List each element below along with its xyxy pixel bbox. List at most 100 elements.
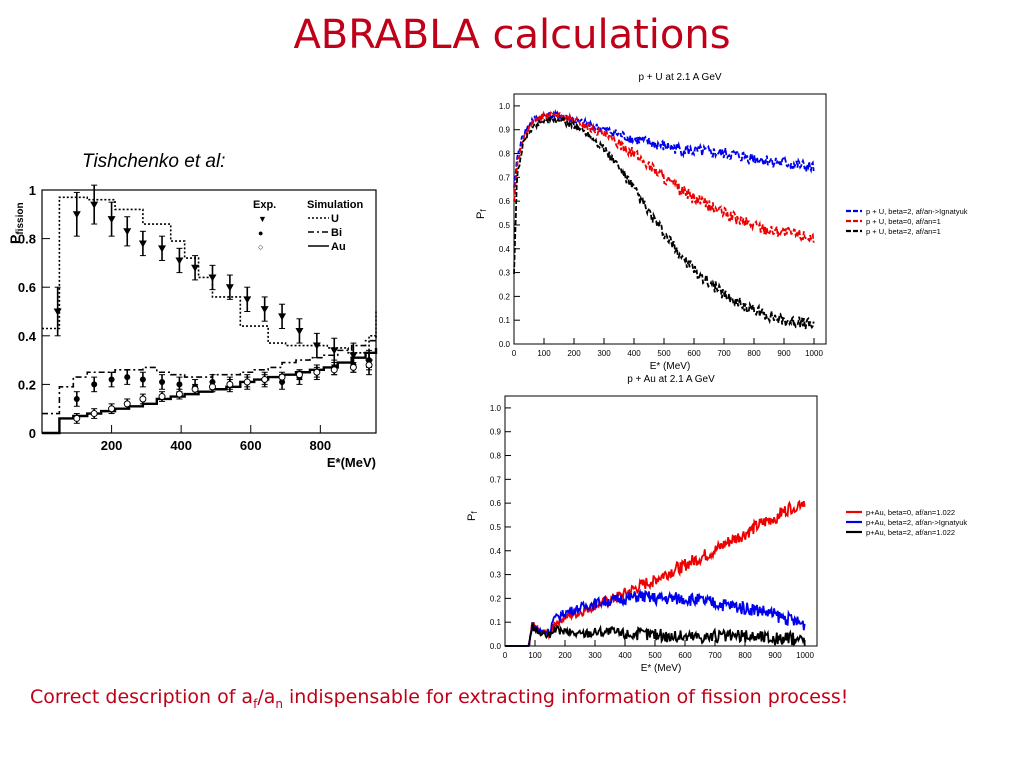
exp-U-point — [225, 284, 234, 292]
exp-Au-point — [123, 400, 131, 408]
legend-marker: ▼ — [258, 214, 267, 224]
x-tick-label: 300 — [597, 349, 611, 358]
y-tick-label: 0.4 — [18, 329, 37, 344]
x-tick-label: 100 — [528, 651, 542, 660]
legend-header-sim: Simulation — [307, 199, 364, 211]
series-line — [505, 624, 806, 647]
exp-Au-point — [330, 366, 338, 374]
x-tick-label: 300 — [588, 651, 602, 660]
y-tick-label: 0.6 — [499, 197, 511, 206]
legend-label: p + U, beta=0, af/an=1 — [866, 217, 941, 226]
footer-pre: Correct description of a — [30, 686, 254, 708]
exp-Au-point — [208, 383, 216, 391]
exp-Au-point — [313, 368, 321, 376]
x-tick-label: 200 — [558, 651, 572, 660]
exp-Au-point — [261, 376, 269, 384]
exp-Au-point — [108, 405, 116, 413]
exp-U-point — [312, 342, 321, 350]
footer-post: indispensable for extracting information… — [282, 686, 849, 708]
exp-U-point — [278, 313, 287, 321]
x-tick-label: 100 — [537, 349, 551, 358]
exp-Au-point — [191, 385, 199, 393]
y-tick-label: 0 — [29, 426, 36, 441]
x-tick-label: 1000 — [805, 349, 823, 358]
x-axis-label: E*(MeV) — [327, 455, 376, 470]
y-tick-label: 0.8 — [18, 232, 36, 247]
plot-frame — [513, 93, 827, 345]
exp-U-point — [349, 352, 358, 360]
x-tick-label: 400 — [627, 349, 641, 358]
y-tick-label: 0.1 — [499, 316, 511, 325]
y-tick-label: 1.0 — [499, 102, 511, 111]
x-tick-label: 800 — [738, 651, 752, 660]
exp-U-point — [158, 245, 167, 253]
x-tick-label: 900 — [768, 651, 782, 660]
series-line — [513, 114, 815, 330]
exp-Bi-point — [159, 378, 166, 385]
x-tick-label: 200 — [101, 438, 123, 453]
exp-U-point — [53, 308, 62, 316]
sim-Bi-line — [42, 335, 377, 415]
legend-label: U — [331, 213, 339, 225]
exp-U-point — [243, 296, 252, 304]
footer-mid: /a — [257, 686, 276, 708]
y-tick-label: 0.3 — [499, 269, 511, 278]
plot-frame — [41, 189, 377, 434]
legend-label: p+Au, beta=2, af/an=1.022 — [866, 528, 955, 537]
exp-U-point — [107, 216, 116, 224]
legend-label: p+Au, beta=0, af/an=1.022 — [866, 508, 955, 517]
citation-label: Tishchenko et al: — [82, 151, 226, 172]
y-tick-label: 0.1 — [490, 618, 502, 627]
conclusion-text: Correct description of af/an indispensab… — [30, 682, 1000, 719]
y-tick-label: 0.8 — [499, 150, 511, 159]
y-tick-label: 0.2 — [490, 594, 502, 603]
x-tick-label: 600 — [687, 349, 701, 358]
y-tick-label: 0.0 — [499, 340, 511, 349]
series-line — [505, 588, 806, 647]
y-tick-label: 0.7 — [490, 475, 502, 484]
y-tick-label: 0.0 — [490, 642, 502, 651]
y-tick-label: 0.3 — [490, 571, 502, 580]
exp-Au-point — [243, 378, 251, 386]
x-tick-label: 800 — [309, 438, 331, 453]
y-tick-label: 0.5 — [490, 523, 502, 532]
chart-title: p + U at 2.1 A GeV — [638, 72, 721, 83]
exp-U-point — [123, 228, 132, 236]
x-tick-label: 600 — [678, 651, 692, 660]
y-axis-label: Pf — [475, 209, 488, 219]
x-tick-label: 800 — [747, 349, 761, 358]
y-tick-label: 1 — [29, 183, 36, 198]
y-tick-label: 0.4 — [499, 245, 511, 254]
footer-sub-n: n — [275, 696, 283, 711]
y-axis-label-sub: f — [470, 511, 479, 514]
y-axis-label-sub: fission — [15, 202, 26, 234]
x-axis-label: E* (MeV) — [650, 361, 691, 372]
y-tick-label: 0.2 — [18, 377, 36, 392]
exp-Au-point — [365, 361, 373, 369]
exp-U-point — [138, 240, 147, 248]
exp-U-point — [260, 306, 269, 314]
exp-U-point — [72, 211, 81, 219]
exp-Au-point — [278, 373, 286, 381]
x-tick-label: 400 — [170, 438, 192, 453]
exp-Bi-point — [124, 374, 131, 381]
exp-Au-point — [175, 390, 183, 398]
y-axis-label: Pf — [466, 511, 479, 521]
exp-Au-point — [90, 410, 98, 418]
exp-Au-point — [158, 393, 166, 401]
exp-Bi-point — [108, 376, 115, 383]
exp-U-point — [295, 327, 304, 335]
y-tick-label: 0.8 — [490, 452, 502, 461]
y-tick-label: 1.0 — [490, 404, 502, 413]
footer-sub-f: f — [253, 696, 258, 711]
y-tick-label: 0.6 — [18, 280, 36, 295]
y-tick-label: 0.5 — [499, 221, 511, 230]
exp-Bi-point — [73, 395, 80, 402]
legend-marker: ○ — [258, 242, 263, 252]
plot-frame — [504, 395, 818, 647]
exp-Bi-point — [91, 381, 98, 388]
y-tick-label: 0.4 — [490, 547, 502, 556]
